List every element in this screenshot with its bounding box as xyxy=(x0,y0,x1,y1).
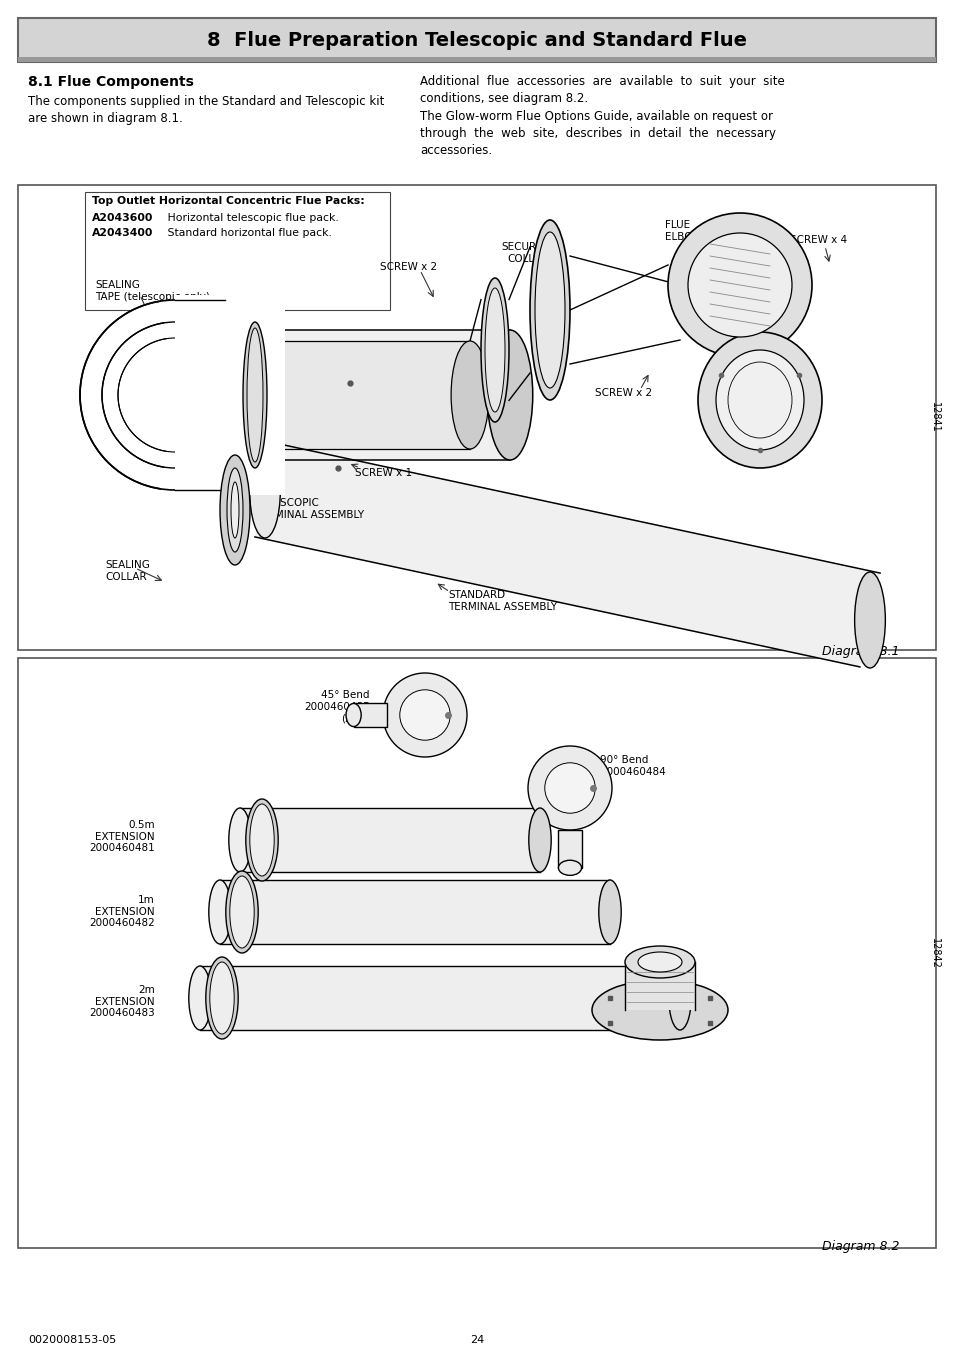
Text: The Glow-worm Flue Options Guide, available on request or
through  the  web  sit: The Glow-worm Flue Options Guide, availa… xyxy=(419,109,775,157)
Text: SEALING
TAPE (telescopic only): SEALING TAPE (telescopic only) xyxy=(95,280,210,301)
Ellipse shape xyxy=(668,966,691,1029)
Circle shape xyxy=(382,673,467,757)
Text: 90° Bend
2000460484: 90° Bend 2000460484 xyxy=(599,755,665,777)
Ellipse shape xyxy=(592,979,727,1040)
Text: 1m
EXTENSION
2000460482: 1m EXTENSION 2000460482 xyxy=(90,894,154,928)
Text: 0020008153-05: 0020008153-05 xyxy=(28,1335,116,1346)
Text: VERTICAL
FLUE
ADAPTOR
A2024600: VERTICAL FLUE ADAPTOR A2024600 xyxy=(533,969,586,1013)
Ellipse shape xyxy=(197,330,242,459)
Bar xyxy=(624,962,695,1011)
Ellipse shape xyxy=(226,871,258,952)
Text: SCREW x 4: SCREW x 4 xyxy=(789,235,846,245)
Ellipse shape xyxy=(530,220,569,400)
Text: 2m
EXTENSION
2000460483: 2m EXTENSION 2000460483 xyxy=(90,985,154,1019)
Ellipse shape xyxy=(716,350,803,450)
Ellipse shape xyxy=(247,328,263,462)
Ellipse shape xyxy=(346,704,361,727)
Bar xyxy=(85,192,390,309)
Text: SECURING
COLLAR: SECURING COLLAR xyxy=(500,242,555,263)
Text: SCREW x 1: SCREW x 1 xyxy=(355,467,412,478)
Circle shape xyxy=(527,746,612,830)
Text: Horizontal telescopic flue pack.: Horizontal telescopic flue pack. xyxy=(157,213,338,223)
Text: Diagram 8.1: Diagram 8.1 xyxy=(821,644,899,658)
Text: 0.5m
EXTENSION
2000460481: 0.5m EXTENSION 2000460481 xyxy=(90,820,154,854)
Bar xyxy=(220,330,510,459)
Text: SEALING
COLLAR: SEALING COLLAR xyxy=(105,561,150,581)
Circle shape xyxy=(544,763,595,813)
Ellipse shape xyxy=(598,880,620,944)
Ellipse shape xyxy=(484,288,504,412)
Ellipse shape xyxy=(209,880,231,944)
Ellipse shape xyxy=(221,340,258,449)
Circle shape xyxy=(399,690,450,740)
Ellipse shape xyxy=(80,300,270,490)
Text: 12842: 12842 xyxy=(929,938,939,969)
Ellipse shape xyxy=(231,482,239,538)
Text: The components supplied in the Standard and Telescopic kit
are shown in diagram : The components supplied in the Standard … xyxy=(28,95,384,126)
Ellipse shape xyxy=(451,340,488,449)
Text: TELESCOPIC
TERMINAL ASSEMBLY: TELESCOPIC TERMINAL ASSEMBLY xyxy=(254,499,364,520)
Ellipse shape xyxy=(854,571,884,667)
Ellipse shape xyxy=(528,808,551,871)
Bar xyxy=(18,185,935,650)
Ellipse shape xyxy=(230,875,253,948)
Text: 8.1 Flue Components: 8.1 Flue Components xyxy=(28,76,193,89)
Text: A2043400: A2043400 xyxy=(91,228,153,238)
Polygon shape xyxy=(558,830,581,867)
Ellipse shape xyxy=(687,232,791,336)
Ellipse shape xyxy=(220,455,250,565)
Text: 24: 24 xyxy=(470,1335,483,1346)
Text: 12841: 12841 xyxy=(929,403,939,432)
Ellipse shape xyxy=(667,213,811,357)
Ellipse shape xyxy=(189,966,211,1029)
Text: Top Outlet Horizontal Concentric Flue Packs:: Top Outlet Horizontal Concentric Flue Pa… xyxy=(91,196,364,205)
FancyBboxPatch shape xyxy=(18,18,935,62)
Text: SCREW x 2: SCREW x 2 xyxy=(595,388,652,399)
Bar xyxy=(200,966,679,1029)
Bar xyxy=(220,880,609,944)
Ellipse shape xyxy=(243,322,267,467)
Text: STANDARD
TERMINAL ASSEMBLY: STANDARD TERMINAL ASSEMBLY xyxy=(448,590,557,612)
Bar xyxy=(18,658,935,1248)
Text: GASKET
(fitted): GASKET (fitted) xyxy=(760,385,801,407)
Polygon shape xyxy=(254,443,880,667)
Ellipse shape xyxy=(698,332,821,467)
Ellipse shape xyxy=(246,798,278,881)
Bar xyxy=(18,57,935,62)
Ellipse shape xyxy=(624,946,695,978)
Bar xyxy=(174,295,285,494)
Ellipse shape xyxy=(558,861,581,875)
Ellipse shape xyxy=(250,804,274,875)
Text: SEALING
COLLAR: SEALING COLLAR xyxy=(464,390,509,412)
Ellipse shape xyxy=(206,957,238,1039)
Text: 45° Bend
2000460485
(2off): 45° Bend 2000460485 (2off) xyxy=(304,690,370,723)
Text: Additional  flue  accessories  are  available  to  suit  your  site
conditions, : Additional flue accessories are availabl… xyxy=(419,76,784,105)
Text: FLUE
ELBOW: FLUE ELBOW xyxy=(664,220,702,242)
Ellipse shape xyxy=(227,467,243,553)
Ellipse shape xyxy=(535,232,564,388)
Bar xyxy=(240,340,470,449)
Ellipse shape xyxy=(487,330,532,459)
Text: 8  Flue Preparation Telescopic and Standard Flue: 8 Flue Preparation Telescopic and Standa… xyxy=(207,31,746,50)
Polygon shape xyxy=(354,704,387,727)
Text: Diagram 8.2: Diagram 8.2 xyxy=(821,1240,899,1252)
Ellipse shape xyxy=(480,278,509,422)
Ellipse shape xyxy=(727,362,791,438)
Bar xyxy=(240,808,539,871)
Text: Standard horizontal flue pack.: Standard horizontal flue pack. xyxy=(157,228,332,238)
Ellipse shape xyxy=(229,808,251,871)
Ellipse shape xyxy=(210,962,233,1034)
Text: A2043600: A2043600 xyxy=(91,213,153,223)
Ellipse shape xyxy=(638,952,681,971)
Ellipse shape xyxy=(250,442,280,538)
Text: SCREW x 2: SCREW x 2 xyxy=(379,262,436,272)
Ellipse shape xyxy=(102,322,248,467)
Ellipse shape xyxy=(118,338,232,453)
